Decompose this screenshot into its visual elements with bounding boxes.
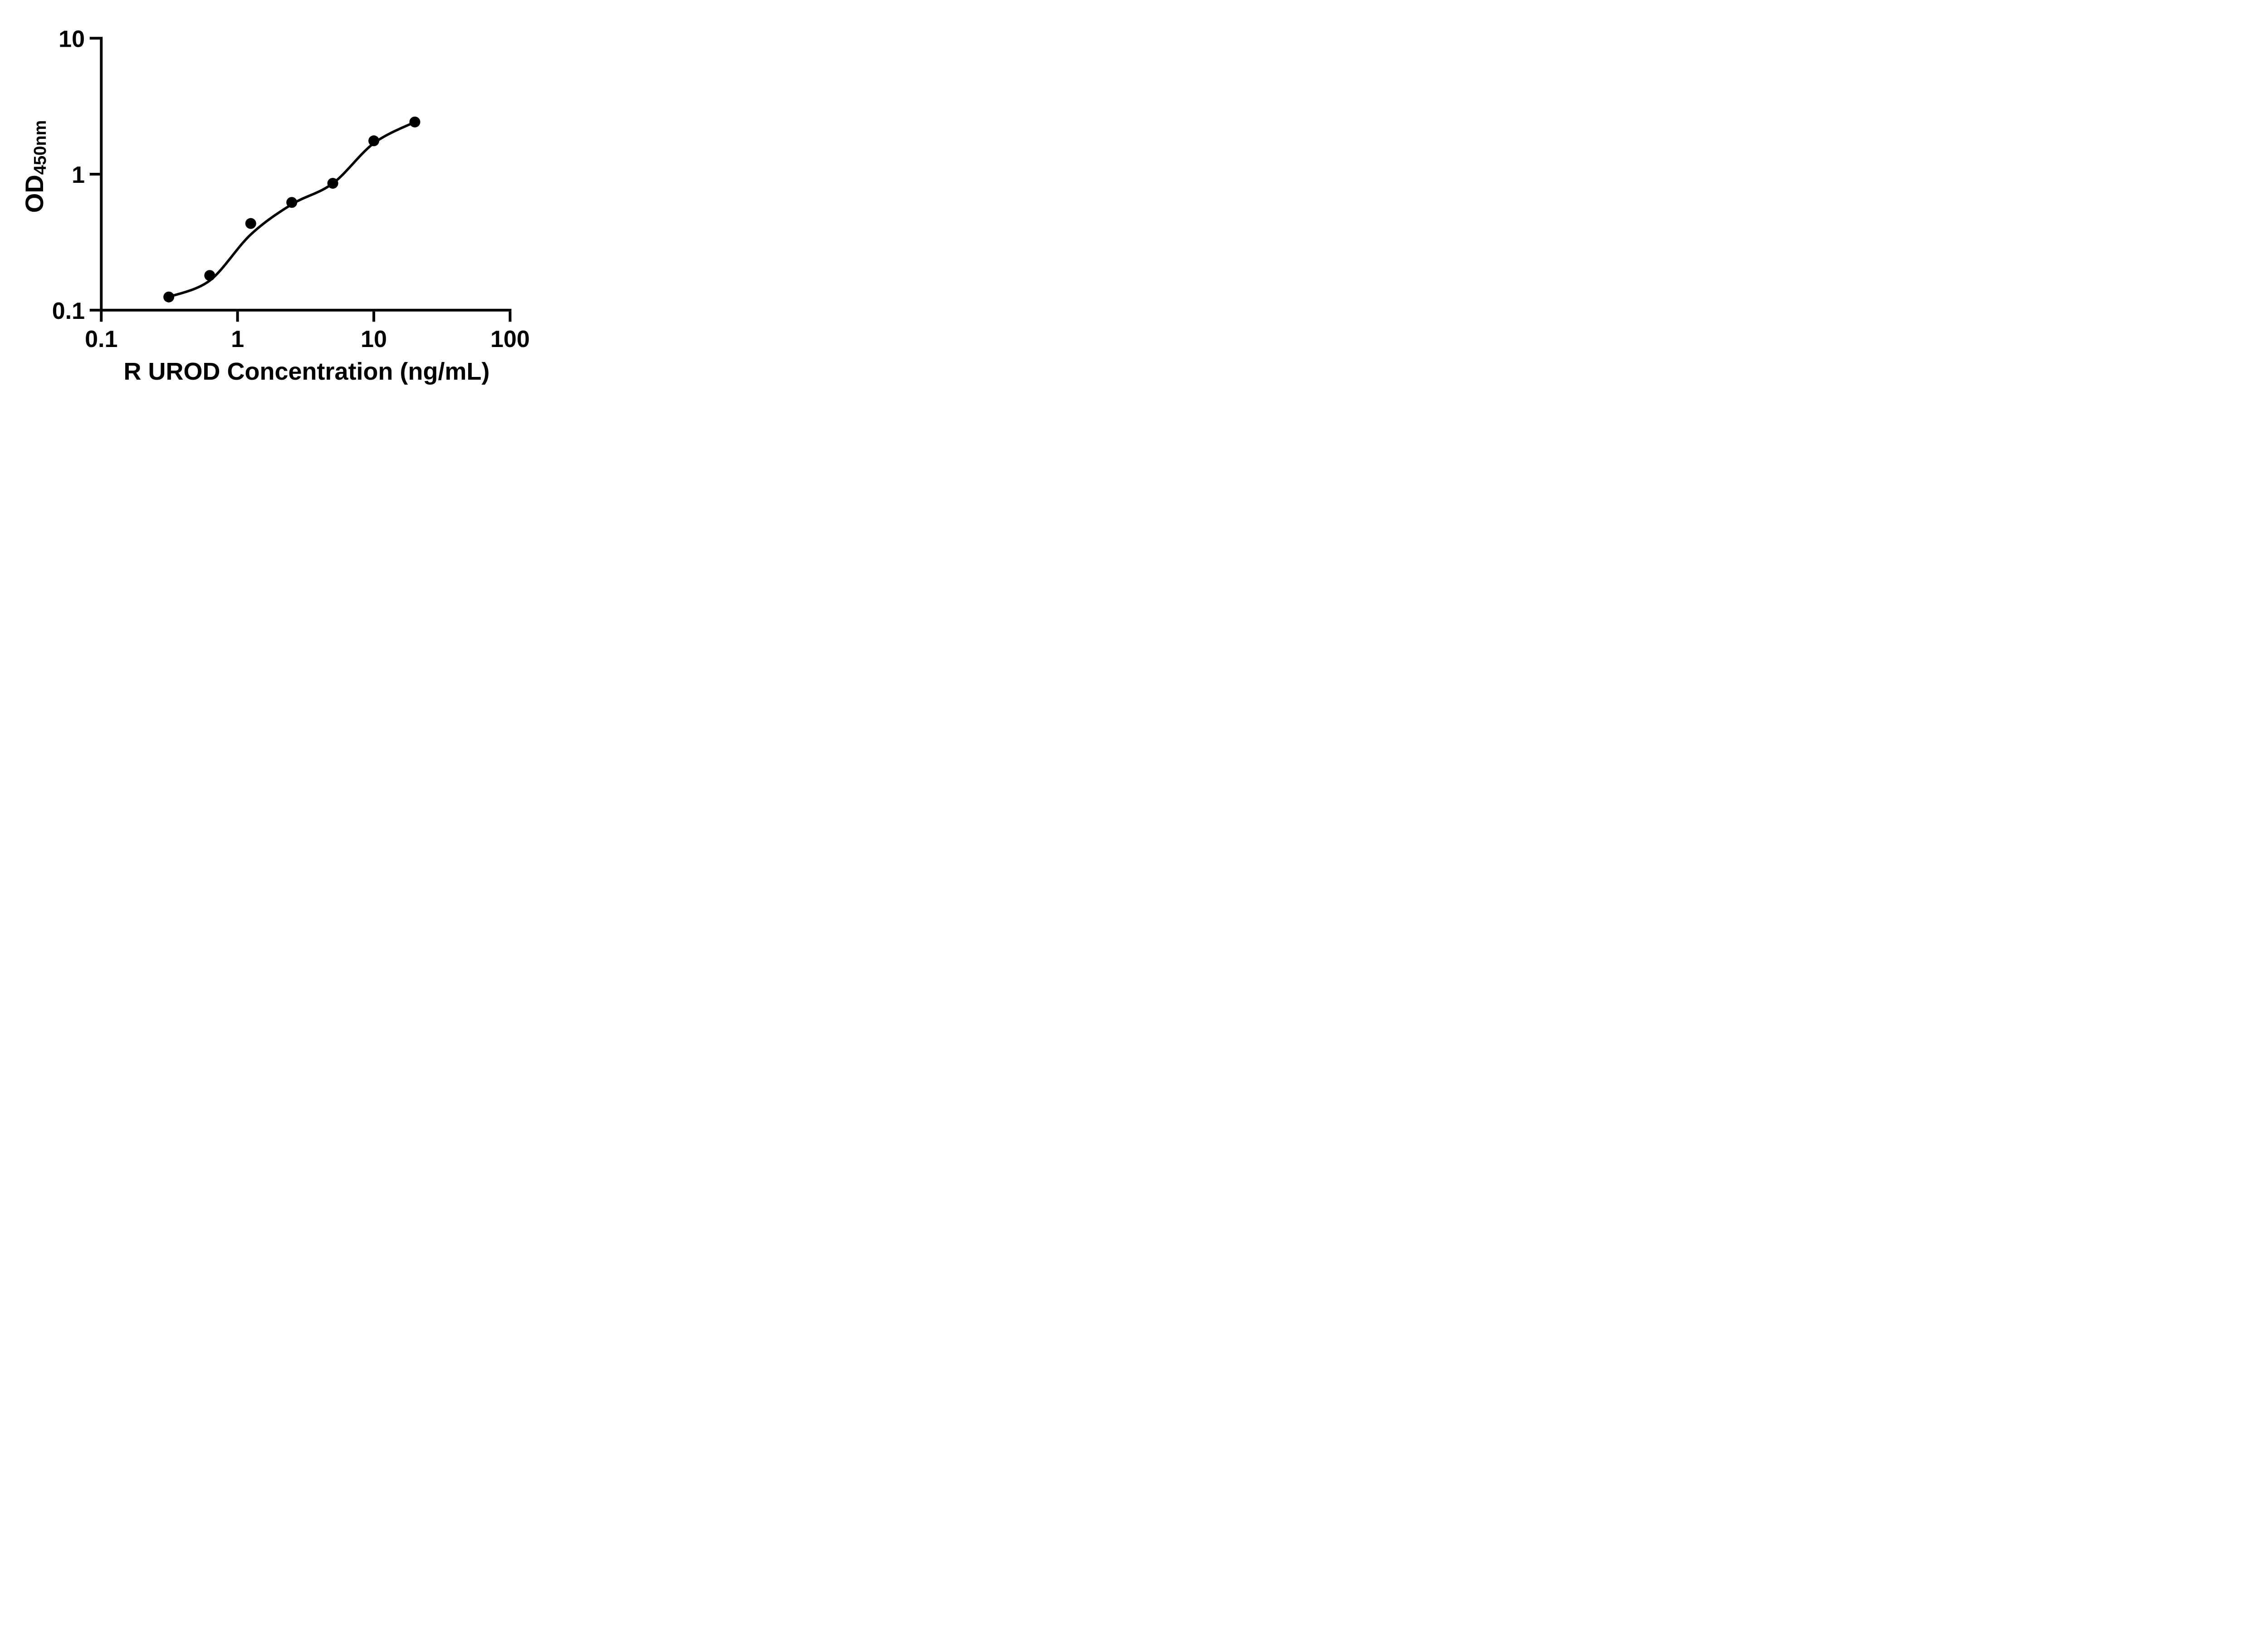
- x-tick-label-1: 1: [231, 326, 244, 352]
- y-axis-title-main: OD: [20, 175, 49, 213]
- data-point-4: [286, 197, 298, 208]
- data-point-1: [163, 291, 175, 303]
- data-point-2: [204, 270, 215, 281]
- elisa-standard-curve-figure: 0.1 1 10 100 0.1 1 10 R UROD Concentration (ng…: [0, 0, 572, 408]
- x-tick-label-0.1: 0.1: [85, 326, 117, 352]
- y-axis-title: OD450nm: [20, 120, 50, 213]
- y-tick-label-1: 1: [72, 162, 85, 188]
- y-tick-label-0.1: 0.1: [52, 298, 85, 324]
- y-axis-title-subscript: 450nm: [31, 120, 50, 175]
- data-point-5: [327, 178, 338, 189]
- fit-curve: [167, 121, 416, 298]
- x-tick-label-10: 10: [361, 326, 387, 352]
- x-tick-label-100: 100: [490, 326, 530, 352]
- y-tick-label-10: 10: [59, 26, 85, 52]
- plot-canvas: 0.1 1 10 100 0.1 1 10: [52, 26, 530, 352]
- data-point-3: [245, 218, 256, 229]
- data-point-7: [409, 116, 420, 127]
- x-axis-title: R UROD Concentration (ng/mL): [123, 358, 490, 385]
- data-point-6: [368, 135, 380, 147]
